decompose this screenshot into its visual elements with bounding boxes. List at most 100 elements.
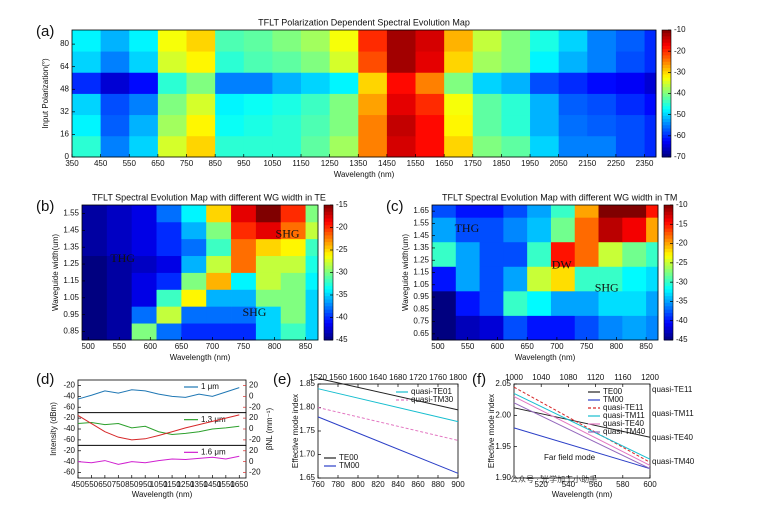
line-series [317,388,459,423]
x-tick-label: 550 [85,480,99,489]
y-tick-label: 0 [249,424,254,433]
annotation: THG [455,221,480,235]
line-series [513,392,651,460]
heatmap-cell [329,72,359,94]
x-axis-label: Wavelength (nm) [132,490,193,499]
heatmap-cell [550,290,576,316]
colorbar-segment [324,225,333,230]
colorbar-segment [664,296,673,300]
colorbar-segment [662,112,671,117]
heatmap-cell [479,241,504,267]
heatmap-cell [156,238,182,257]
colorbar-segment [662,61,671,66]
colorbar-segment [662,52,671,56]
heatmap-cell [415,72,445,94]
y-tick-label: 48 [60,84,69,93]
x-tick-label: 650 [175,342,189,351]
x-tick-label: 2250 [607,159,625,168]
heatmap-cell [644,51,657,73]
legend-label: 1 μm [201,382,219,391]
colorbar-segment [664,238,673,243]
heatmap-cell [479,315,504,341]
legend-label: TM00 [339,461,360,470]
y-tick-label: 1.05 [413,280,429,289]
legend-label: TM00 [603,395,624,404]
colorbar-segment [662,141,671,145]
heatmap-cell [129,135,159,158]
heatmap-cell [131,238,157,257]
x-tick-label: 600 [491,342,505,351]
heatmap-cell [598,266,623,292]
colorbar-segment [664,242,673,246]
x-tick-label: 850 [299,342,313,351]
heatmap-cell [280,306,306,324]
x-tick-label: 1650 [230,480,248,489]
colorbar-segment [662,64,671,69]
heatmap-cell [598,315,623,341]
heatmap-cell [100,72,130,94]
y-axis-label: Effective mode index [487,394,496,468]
colorbar-segment [664,316,673,321]
colorbar-segment [662,115,671,120]
heatmap-cell [455,266,480,292]
heatmap-cell [156,205,182,223]
heatmap-cell [386,135,416,158]
heatmap-cell [206,238,232,257]
x-tick-label: 600 [643,480,657,489]
heatmap-cell [444,114,474,137]
x-tick-label: 850 [125,480,139,489]
x-tick-label: 1250 [321,159,339,168]
heatmap-cell [131,323,157,341]
heatmap-cell [329,30,359,52]
x-tick-label: 850 [208,159,222,168]
x-tick-label: 2350 [636,159,654,168]
heatmap-cell [386,30,416,52]
colorbar-segment [662,58,671,63]
colorbar-segment [664,309,673,314]
colorbar-segment [662,106,671,110]
heatmap-cell [358,93,388,116]
x-tick-label: 840 [391,480,405,489]
colorbar-segment [324,265,333,270]
heatmap-cell [501,93,531,116]
line-series [77,414,240,441]
x-tick-label: 1050 [150,480,168,489]
heatmap-cell [574,266,599,292]
panel-label: (a) [36,23,54,40]
x-tick-label: 450 [94,159,108,168]
colorbar-segment [324,289,333,294]
heatmap-cell [243,72,273,94]
heatmap-cell [432,290,457,316]
y-tick-label: 1.65 [413,206,429,215]
x-tick-label: 550 [123,159,137,168]
y-axis-label: βNL (mm⁻¹) [265,408,274,451]
legend-label: quasi-TM30 [411,395,454,404]
colorbar-segment [662,90,671,94]
y-tick-label: 1.70 [299,450,315,459]
heatmap-cell [527,290,552,316]
x-tick-label: 500 [82,342,96,351]
colorbar-segment [324,326,333,331]
heatmap-cell [527,241,552,267]
colorbar-segment [324,238,333,243]
heatmap-cell [622,315,647,341]
colorbar-segment [324,299,333,304]
heatmap-cell [255,205,282,223]
heatmap-cell [472,93,502,116]
heatmap-cell [527,205,552,218]
y-tick-label: 1.55 [63,209,79,218]
y-tick-label: -40 [63,424,75,433]
mode-label: quasi-TM40 [652,457,695,466]
colorbar-segment [324,282,333,287]
heatmap-cell [455,205,480,218]
colorbar-segment [664,313,673,317]
heatmap-cell [455,315,480,341]
heatmap-cell [272,114,302,137]
legend-label: 1.6 μm [201,447,226,456]
x-tick-label: 700 [550,342,564,351]
x-tick-label: 550 [113,342,127,351]
y-tick-label: 1.15 [413,268,429,277]
heatmap-cell [550,241,576,267]
colorbar-segment [324,248,333,253]
heatmap-cell [305,238,319,257]
